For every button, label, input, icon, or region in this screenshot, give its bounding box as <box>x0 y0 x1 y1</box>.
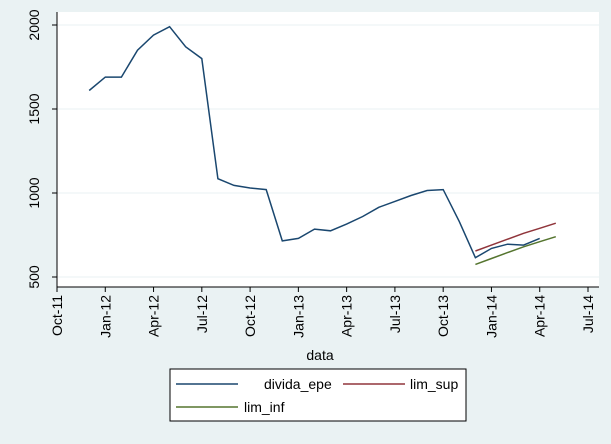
x-tick-label-Apr-14: Apr-14 <box>532 295 548 337</box>
x-tick-label-Jul-12: Jul-12 <box>194 295 210 333</box>
x-tick-label-Jan-14: Jan-14 <box>483 295 499 338</box>
x-tick-label-Jan-12: Jan-12 <box>97 295 113 338</box>
series-line-lim_inf <box>475 235 557 266</box>
x-tick-label-Jul-14: Jul-14 <box>580 295 596 333</box>
y-tick-label-500: 500 <box>26 265 42 289</box>
series-line-lim_sup <box>475 222 557 252</box>
x-tick-label-Oct-11: Oct-11 <box>49 295 65 336</box>
x-tick-label-Oct-12: Oct-12 <box>242 295 258 337</box>
y-ticks: 500 1000 1500 2000 <box>26 9 57 289</box>
x-tick-label-Jan-13: Jan-13 <box>290 295 306 338</box>
legend-label-divida-epe: divida_epe <box>264 376 332 392</box>
y-tick-label-1500: 1500 <box>26 93 42 124</box>
x-tick-label-Apr-13: Apr-13 <box>339 295 355 337</box>
x-tick-label-Oct-13: Oct-13 <box>435 295 451 337</box>
series-lines <box>88 25 557 266</box>
legend: divida_epe lim_sup lim_inf <box>169 368 467 422</box>
axes <box>56 12 599 288</box>
gridlines <box>57 24 599 278</box>
x-tick-label-Apr-12: Apr-12 <box>146 295 162 337</box>
x-axis-title: data <box>306 347 333 363</box>
y-tick-label-2000: 2000 <box>26 9 42 40</box>
legend-label-lim-sup: lim_sup <box>410 376 458 392</box>
plot-region <box>57 12 599 287</box>
x-tick-label-Jul-13: Jul-13 <box>387 295 403 333</box>
legend-box <box>169 368 467 422</box>
legend-label-lim-inf: lim_inf <box>244 399 285 415</box>
series-line-divida_epe <box>88 25 540 259</box>
y-tick-label-1000: 1000 <box>26 177 42 208</box>
x-ticks: Oct-11 Jan-12 Apr-12 Jul-12 Oct-12 Jan-13 Apr-… <box>49 287 596 338</box>
